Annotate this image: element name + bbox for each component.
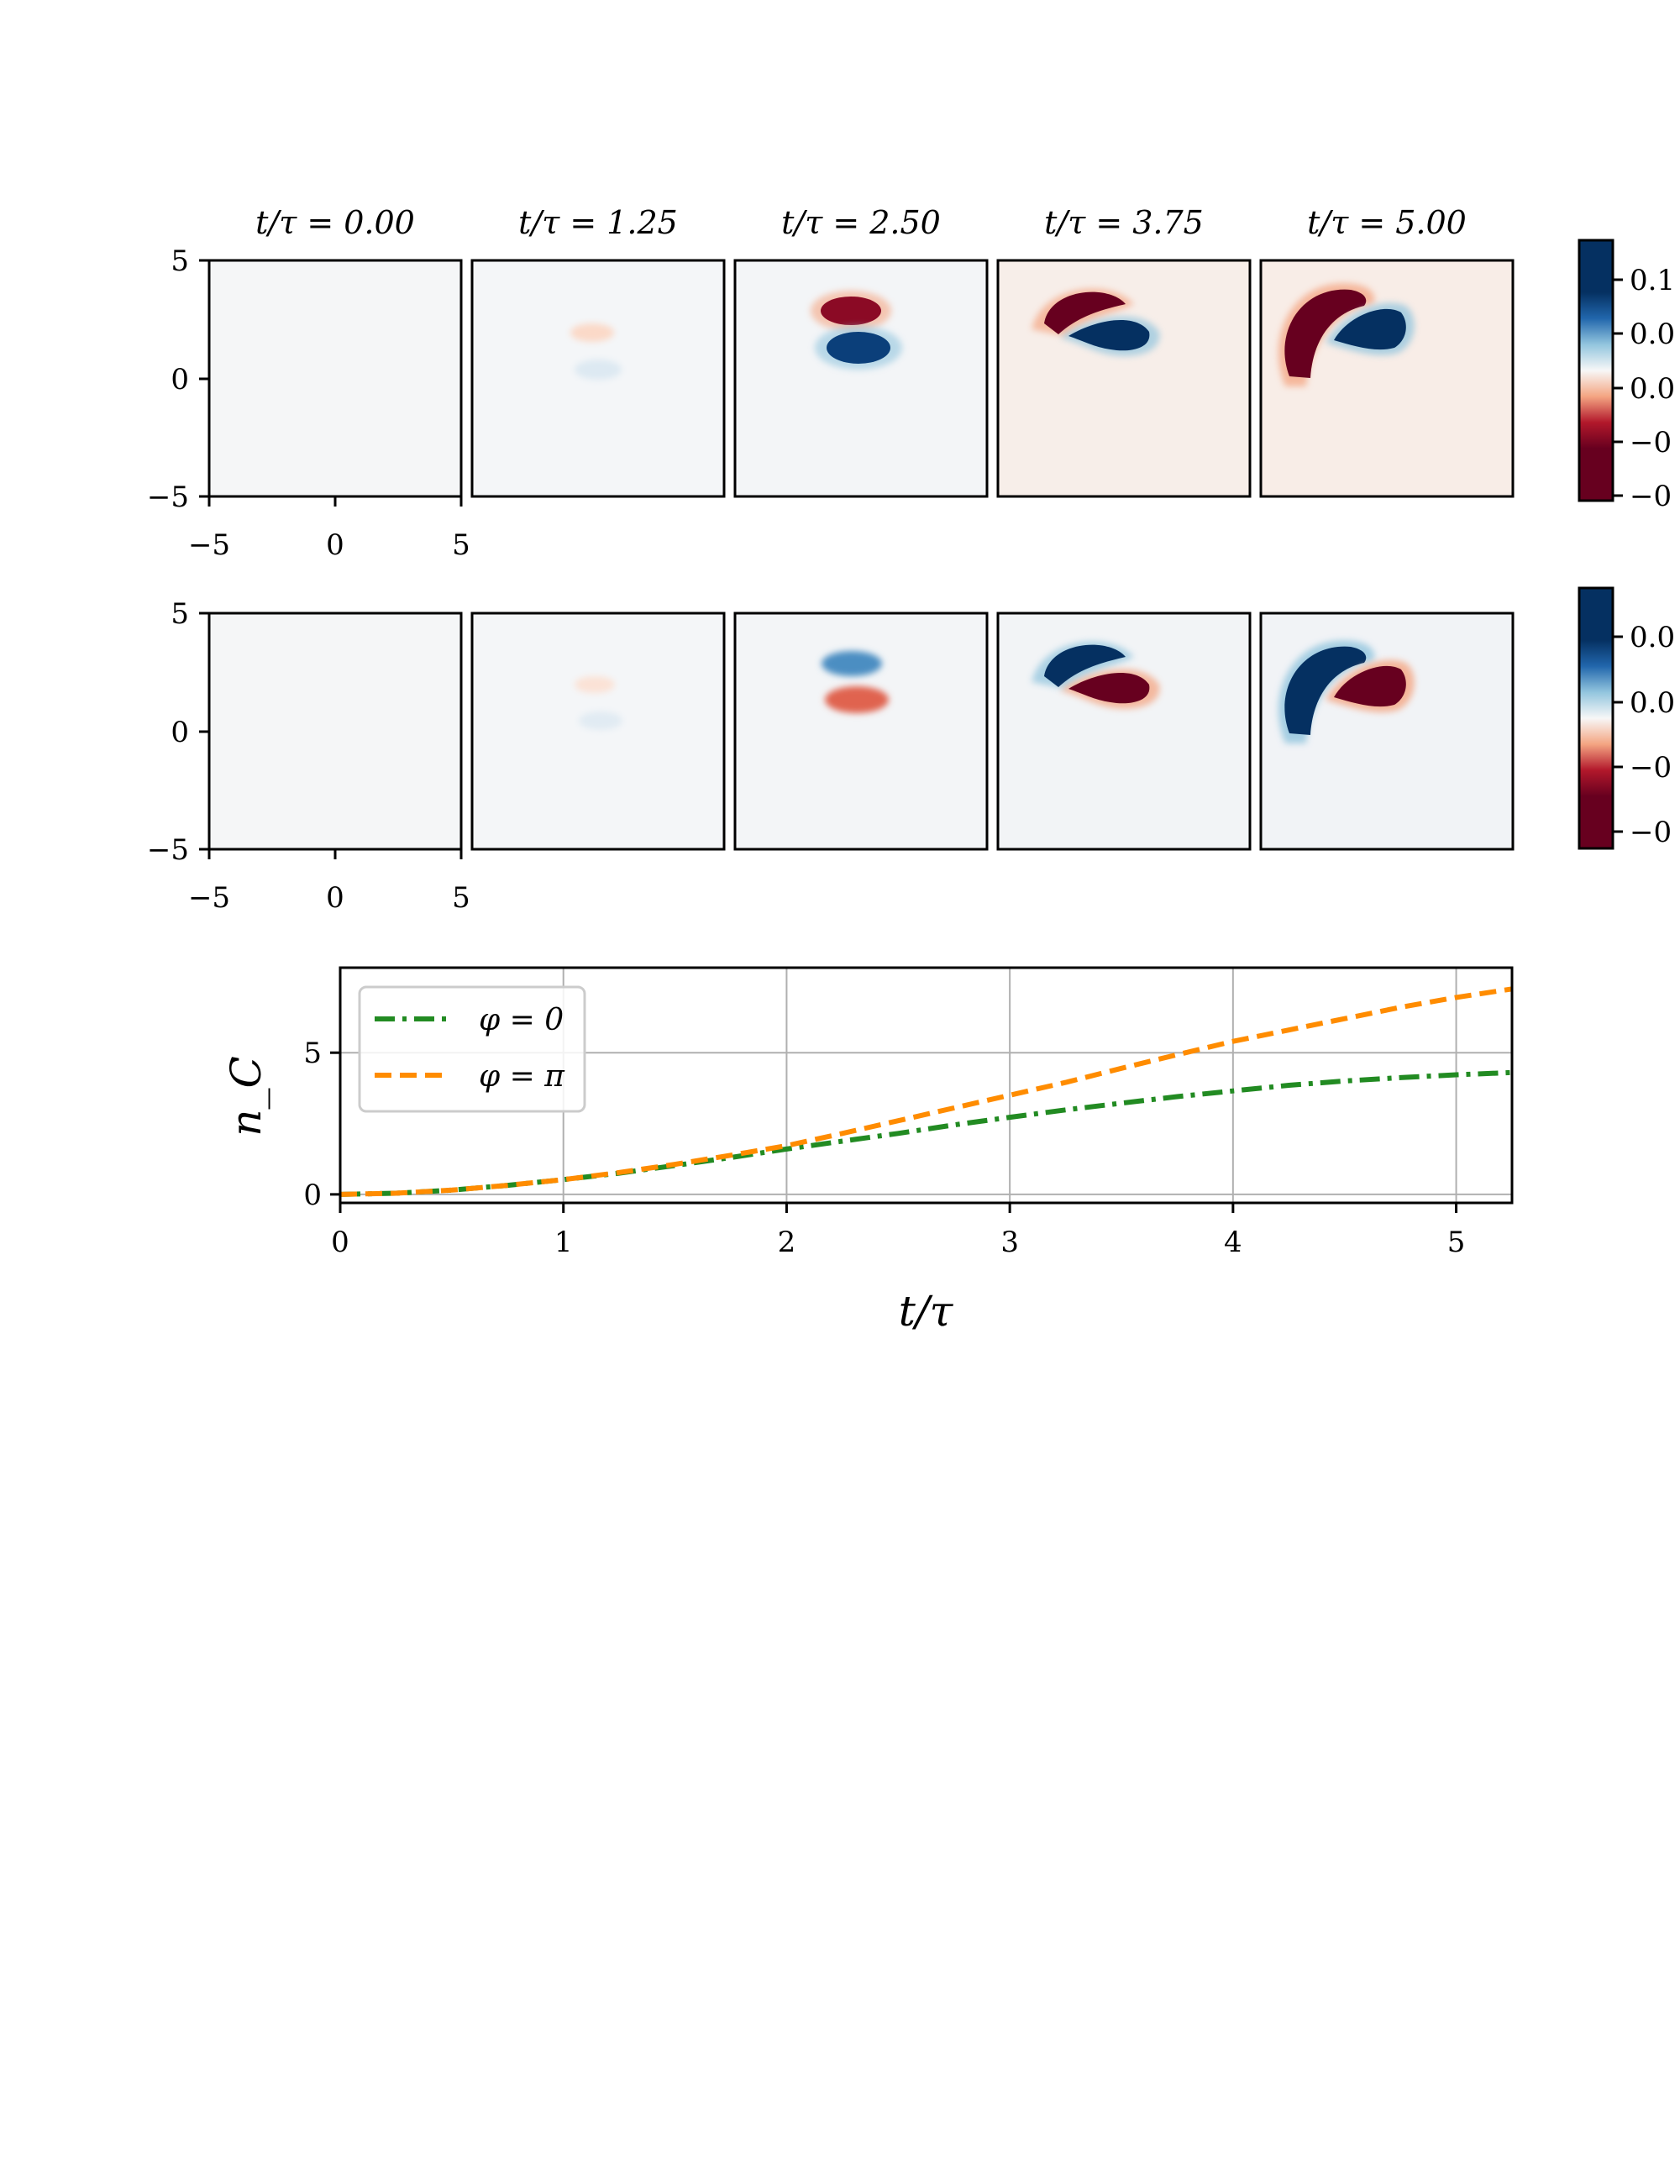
panel-title-1: t/τ = 0.00 [255, 204, 415, 241]
colorbar-2-tick-label-1: 0.0 [1630, 621, 1675, 654]
panel-title-3: t/τ = 2.50 [781, 204, 941, 241]
heatmap-2-panel-5-negative-lobe [1334, 665, 1406, 707]
heatmap-2-panel-4-lobes [1032, 641, 1160, 709]
colorbar-2-tick-label-4: −0 [1630, 816, 1672, 849]
heatmap-1-panel-1 [207, 259, 463, 498]
xtick-label-0: 0 [331, 1226, 349, 1259]
colorbar-1-tick-label-3: 0.0 [1630, 372, 1675, 406]
heatmap-2-panel-4 [996, 612, 1252, 851]
heatmap-2-panel-5-positive-lobe [1284, 646, 1367, 735]
heatmap-1-panel-2-lobes [570, 323, 622, 380]
heatmap-1-panel-4 [996, 259, 1252, 498]
heatmap-2-panel-2 [470, 612, 726, 851]
colorbar-2: 0.0 0.0 −0 −0 [1578, 586, 1675, 850]
row-1-xtick-label-right: 5 [452, 528, 470, 562]
row-2-ytick-label-mid: 0 [171, 716, 189, 749]
panel-title-5: t/τ = 5.00 [1307, 204, 1467, 241]
xtick-label-3: 3 [1000, 1226, 1019, 1259]
row-1-ytick-label-top: 5 [171, 244, 189, 278]
heatmap-1-panel-2-positive-lobe [575, 360, 622, 380]
heatmap-2-panel-3-lobes [822, 651, 889, 713]
heatmap-row-2-axes [199, 612, 463, 859]
heatmap-row-1-axes [199, 259, 463, 507]
heatmap-2-panel-2-negative-lobe [575, 676, 615, 693]
row-2-xtick-label-left: −5 [188, 881, 230, 915]
heatmap-2-panel-3 [733, 612, 989, 851]
heatmap-row-1 [207, 259, 1515, 498]
colorbar-1-tick-label-2: 0.0 [1630, 318, 1675, 351]
ytick-label-1: 5 [303, 1037, 322, 1070]
row-2-ytick-label-bottom: −5 [147, 833, 189, 867]
heatmap-2-panel-3-negative-lobe [825, 686, 889, 713]
colorbar-1: 0.1 0.0 0.0 −0 −0 [1578, 239, 1675, 513]
line-chart-frame [339, 966, 1514, 1205]
row-2-xtick-label-right: 5 [452, 881, 470, 915]
panel-title-4: t/τ = 3.75 [1044, 204, 1204, 241]
panel-title-2: t/τ = 1.25 [518, 204, 678, 241]
heatmap-1-panel-5-negative-lobe [1284, 289, 1367, 378]
line-chart-ticks: 0 1 2 3 4 5 0 5 [303, 1037, 1465, 1259]
xtick-label-4: 4 [1224, 1226, 1242, 1259]
line-chart-ylabel-text: n_C [222, 1056, 270, 1136]
heatmap-1-panel-5-lobes [1278, 283, 1415, 386]
row-2-xtick-label-mid: 0 [326, 881, 344, 915]
heatmap-1-panel-3-positive-lobe [827, 332, 890, 364]
legend-label-phi0: φ = 0 [479, 1003, 564, 1037]
row-2-ytick-label-top: 5 [171, 597, 189, 631]
heatmap-1-panel-2-negative-lobe [570, 323, 614, 342]
heatmap-1-panel-4-lobes [1032, 288, 1160, 356]
xtick-label-2: 2 [778, 1226, 796, 1259]
series-line-1 [340, 986, 1512, 1197]
ytick-label-0: 0 [303, 1179, 322, 1212]
colorbar-1-bar [1578, 239, 1614, 502]
colorbar-2-tick-label-3: −0 [1630, 751, 1672, 785]
line-chart-ylabel: n_C [222, 1056, 270, 1136]
colorbar-1-tick-label-1: 0.1 [1630, 264, 1675, 297]
heatmap-row-2 [207, 612, 1515, 851]
colorbar-2-bar [1578, 586, 1614, 850]
heatmap-2-panel-4-negative-lobe [1068, 673, 1150, 704]
legend-label-phipi: φ = π [479, 1059, 565, 1094]
heatmap-2-panel-5-lobes [1278, 640, 1415, 743]
line-chart-series [340, 986, 1512, 1197]
heatmap-row-2-tick-labels: 5 0 −5 −5 0 5 [147, 597, 470, 915]
heatmap-row-1-tick-labels: 5 0 −5 −5 0 5 [147, 244, 470, 562]
line-chart-legend: φ = 0 φ = π [358, 985, 586, 1113]
heatmap-1-panel-4-negative-lobe [1044, 291, 1126, 334]
heatmap-2-panel-2-lobes [575, 676, 622, 730]
colorbar-2-tick-label-2: 0.0 [1630, 686, 1675, 720]
heatmap-2-panel-3-positive-lobe [822, 651, 882, 676]
colorbar-1-tick-label-5: −0 [1630, 480, 1672, 513]
heatmap-2-panel-1 [207, 612, 463, 851]
xtick-label-1: 1 [554, 1226, 573, 1259]
heatmap-2-panel-4-positive-lobe [1044, 644, 1126, 687]
row-1-ytick-label-bottom: −5 [147, 480, 189, 514]
heatmap-1-panel-5-positive-lobe [1334, 308, 1406, 350]
heatmap-1-panel-4-positive-lobe [1068, 320, 1150, 351]
row-1-xtick-label-mid: 0 [326, 528, 344, 562]
row-1-ytick-label-mid: 0 [171, 363, 189, 396]
colorbar-1-tick-label-4: −0 [1630, 426, 1672, 459]
row-1-xtick-label-left: −5 [188, 528, 230, 562]
xtick-label-5: 5 [1447, 1226, 1466, 1259]
heatmap-1-panel-3-lobes [811, 291, 902, 370]
heatmap-2-panel-2-positive-lobe [579, 711, 622, 730]
line-chart: 0 1 2 3 4 5 0 5 t/τ n_C φ = 0 φ = π [222, 966, 1514, 1336]
line-chart-xlabel: t/τ [899, 1287, 954, 1336]
panel-titles: t/τ = 0.00 t/τ = 1.25 t/τ = 2.50 t/τ = 3… [255, 204, 1467, 241]
heatmap-1-panel-3-negative-lobe [821, 297, 881, 325]
